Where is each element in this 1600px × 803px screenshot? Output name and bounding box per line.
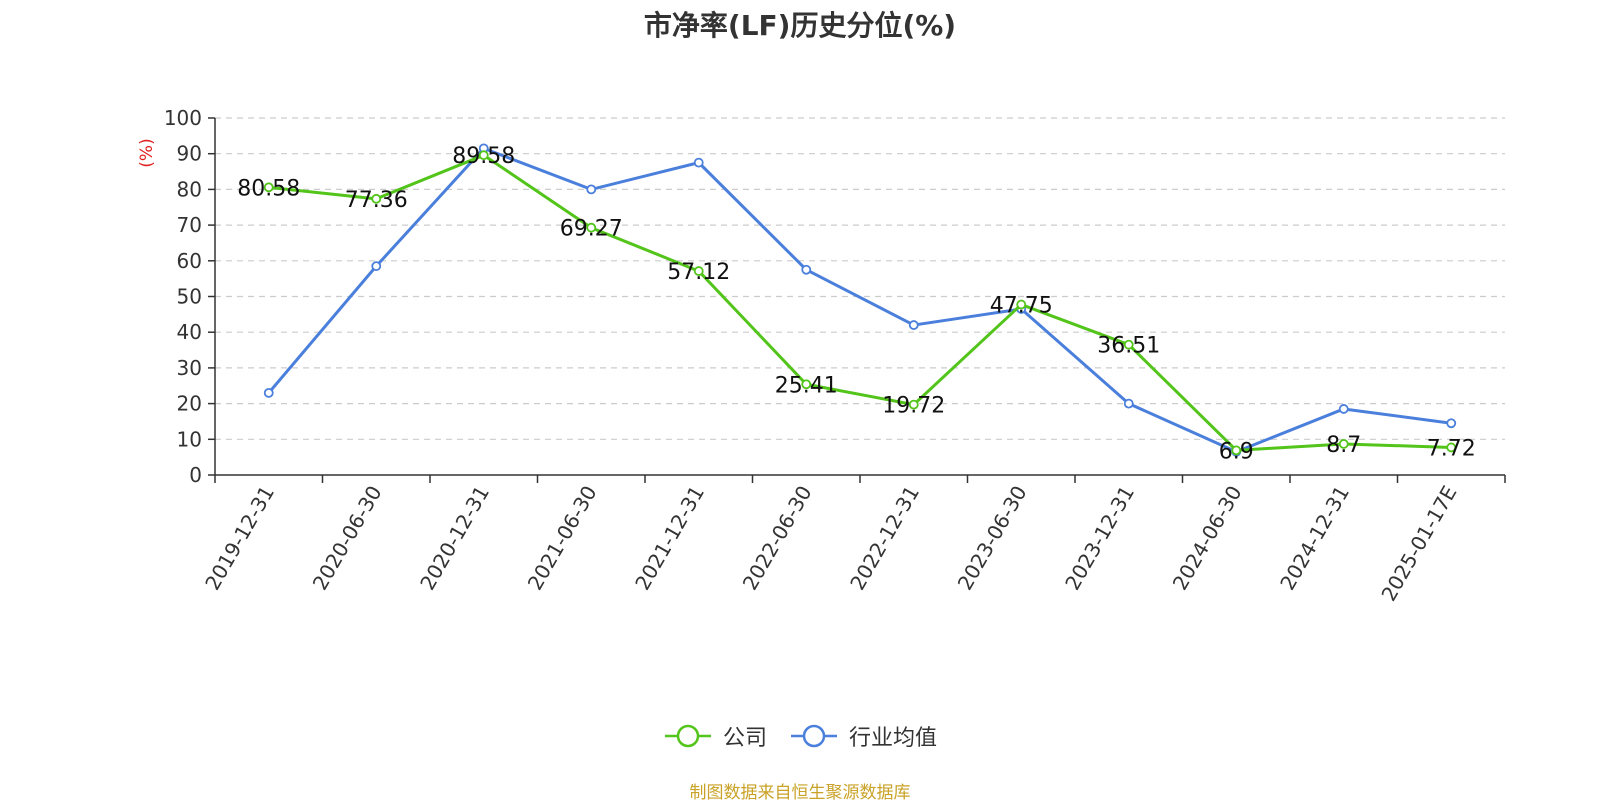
data-point-0 xyxy=(371,193,382,204)
data-point-1 xyxy=(693,157,704,168)
y-tick-label: 60 xyxy=(177,249,202,273)
data-point-1 xyxy=(1446,418,1457,429)
data-label: 89.58 xyxy=(452,144,515,169)
y-tick-label: 10 xyxy=(177,427,202,451)
y-tick-label: 50 xyxy=(177,285,202,309)
data-point-1 xyxy=(908,320,919,330)
data-label: 57.12 xyxy=(667,260,730,285)
data-label: 80.58 xyxy=(237,176,300,201)
data-point-1 xyxy=(371,261,382,272)
legend-swatch-icon xyxy=(791,724,837,748)
data-label: 36.51 xyxy=(1097,334,1160,359)
legend-label: 行业均值 xyxy=(849,726,938,751)
x-tick-label: 2023-12-31 xyxy=(1060,482,1139,595)
legend-item[interactable]: 行业均值 xyxy=(789,720,937,752)
data-point-1 xyxy=(1338,404,1349,414)
x-tick-label: 2021-06-30 xyxy=(523,482,602,595)
legend-item[interactable]: 公司 xyxy=(663,720,767,752)
data-point-0 xyxy=(1123,339,1134,350)
data-point-1 xyxy=(1123,398,1134,409)
y-tick-label: 100 xyxy=(164,106,202,130)
data-label: 8.7 xyxy=(1326,433,1361,458)
data-point-0 xyxy=(908,399,919,410)
data-label: 25.41 xyxy=(775,373,838,398)
y-axis-title: (%) xyxy=(137,138,157,167)
x-tick-label: 2022-06-30 xyxy=(738,482,817,595)
y-tick-label: 30 xyxy=(177,356,202,380)
series-line-1 xyxy=(267,146,1452,454)
data-labels: 80.58 77.36 89.58 69.27 57.12 25.41 19.72 47.75… xyxy=(237,144,1475,464)
data-point-0 xyxy=(801,379,812,390)
x-tick-label: 2019-12-31 xyxy=(200,482,279,595)
legend-swatch-icon xyxy=(664,724,711,748)
data-point-0 xyxy=(1016,299,1027,310)
x-tick-label: 2020-12-31 xyxy=(415,482,494,595)
legend-label: 公司 xyxy=(722,726,767,751)
grid-lines xyxy=(215,117,1505,440)
data-point-1 xyxy=(801,264,812,275)
data-label: 19.72 xyxy=(882,394,945,419)
data-point-0 xyxy=(693,266,704,276)
data-point-0 xyxy=(478,150,489,161)
data-label: 77.36 xyxy=(345,188,408,213)
data-point-0 xyxy=(1231,445,1242,456)
data-point-0 xyxy=(1338,439,1349,449)
source-note: 制图数据来自恒生聚源数据库 xyxy=(689,783,911,803)
x-tick-label: 2024-12-31 xyxy=(1275,482,1354,595)
legend: 公司 行业均值 xyxy=(0,720,1600,752)
x-tick-label: 2022-12-31 xyxy=(845,482,924,595)
data-label: 7.72 xyxy=(1427,436,1476,461)
x-tick-label: 2025-01-17E xyxy=(1376,482,1461,606)
data-point-1 xyxy=(586,184,597,195)
y-tick-label: 0 xyxy=(189,463,202,487)
y-tick-label: 80 xyxy=(177,177,202,201)
x-tick-label: 2021-12-31 xyxy=(630,482,709,595)
y-tick-label: 90 xyxy=(177,142,202,166)
data-label: 6.9 xyxy=(1219,439,1254,464)
chart-title: 市净率(LF)历史分位(%) xyxy=(643,9,957,42)
data-point-0 xyxy=(263,182,274,193)
data-label: 69.27 xyxy=(560,217,623,242)
x-tick-label: 2024-06-30 xyxy=(1168,482,1247,595)
axes: 0 10 20 30 40 50 60 70 80 90 100 2019-12-31 2020-06-… xyxy=(164,106,1506,606)
data-point-0 xyxy=(586,222,597,233)
series-line-0 xyxy=(268,153,1452,452)
x-tick-label: 2023-06-30 xyxy=(953,482,1032,595)
x-tick-label: 2020-06-30 xyxy=(308,482,387,595)
data-label: 47.75 xyxy=(990,294,1053,319)
y-tick-label: 70 xyxy=(177,213,202,237)
y-tick-label: 40 xyxy=(177,320,202,344)
data-point-0 xyxy=(1446,442,1457,453)
y-tick-label: 20 xyxy=(177,392,202,416)
series xyxy=(263,143,1457,457)
data-point-1 xyxy=(263,387,274,398)
